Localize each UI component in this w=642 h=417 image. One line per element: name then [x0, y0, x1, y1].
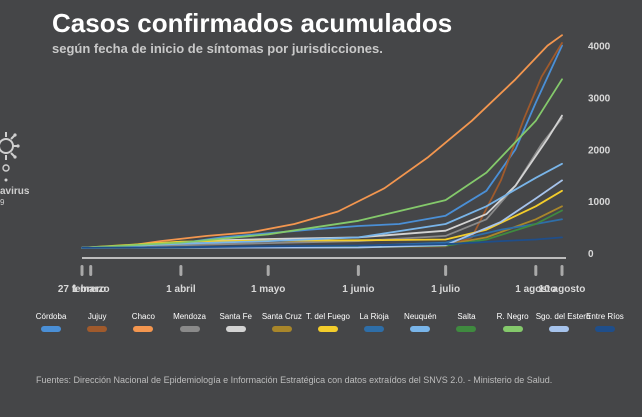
x-tick-label: 1 abril — [166, 284, 196, 295]
legend-label: Neuquén — [404, 312, 437, 321]
y-tick-label: 4000 — [588, 42, 611, 53]
legend-swatch — [133, 326, 154, 332]
series-line-mendoza — [81, 117, 563, 249]
legend-item: T. del Fuego — [305, 312, 351, 332]
legend-item: Córdoba — [28, 312, 74, 332]
legend-label: Mendoza — [173, 312, 206, 321]
y-tick-label: 2000 — [588, 145, 611, 156]
source-note: Fuentes: Dirección Nacional de Epidemiol… — [36, 375, 553, 385]
x-tick-label: 1 marzo — [72, 284, 110, 295]
legend-label: T. del Fuego — [305, 312, 350, 321]
series-line-neuqu-n — [81, 162, 563, 249]
legend-swatch — [548, 326, 569, 332]
legend-label: R. Negro — [496, 312, 529, 321]
legend-label: Santa Fe — [219, 312, 252, 321]
legend-label: Entre Ríos — [586, 312, 624, 321]
x-tick-mark — [356, 265, 360, 276]
y-tick-label: 1000 — [588, 197, 611, 208]
y-axis: 0 1000 2000 3000 4000 — [588, 42, 611, 260]
x-tick-mark — [266, 265, 270, 276]
legend-item: Entre Ríos — [582, 312, 628, 332]
legend-swatch — [41, 326, 62, 332]
legend-swatch — [364, 326, 385, 332]
y-tick-label: 0 — [588, 249, 594, 260]
coronavirus-icon — [0, 132, 20, 182]
coronavirus-logo-text: avirus — [0, 186, 30, 197]
legend-swatch — [594, 326, 615, 332]
series-line-c-rdoba — [81, 44, 563, 249]
legend-item: Sgo. del Estero — [535, 312, 591, 332]
x-tick-label: 10 agosto — [539, 284, 586, 295]
legend-item: Chaco — [120, 312, 166, 332]
series-line-r-negro — [81, 78, 563, 249]
legend: Córdoba Jujuy Chaco Mendoza Santa Fe Santa Cr… — [28, 312, 628, 336]
legend-swatch — [317, 326, 338, 332]
x-tick-mark — [179, 265, 183, 276]
legend-item: Mendoza — [166, 312, 212, 332]
legend-item: Neuquén — [397, 312, 443, 332]
series-layer — [81, 34, 563, 249]
legend-label: Córdoba — [35, 312, 67, 321]
legend-item: La Rioja — [351, 312, 397, 332]
legend-item: Salta — [443, 312, 489, 332]
legend-label: Sgo. del Estero — [535, 312, 591, 321]
legend-swatch — [502, 326, 523, 332]
series-line-jujuy — [81, 42, 563, 249]
x-tick-mark — [534, 265, 538, 276]
x-tick-mark — [89, 265, 93, 276]
legend-swatch — [271, 326, 292, 332]
legend-label: Salta — [457, 312, 476, 321]
legend-item: Santa Cruz — [259, 312, 305, 332]
legend-item: Jujuy — [74, 312, 120, 332]
x-tick-mark — [444, 265, 448, 276]
legend-swatch — [179, 326, 200, 332]
x-tick-mark — [80, 265, 84, 276]
legend-label: Chaco — [131, 312, 155, 321]
legend-label: Jujuy — [87, 312, 107, 321]
legend-label: La Rioja — [359, 312, 389, 321]
x-tick-label: 27 febrero — [58, 284, 106, 295]
x-tick-mark — [560, 265, 564, 276]
legend-swatch — [225, 326, 246, 332]
coronavirus-logo-subtext: 9 — [0, 198, 5, 207]
legend-label: Santa Cruz — [261, 312, 302, 321]
legend-item: Santa Fe — [213, 312, 259, 332]
legend-swatch — [456, 326, 477, 332]
chart-subtitle: según fecha de inicio de síntomas por ju… — [52, 41, 383, 56]
chart-title: Casos confirmados acumulados — [52, 8, 453, 38]
x-tick-label: 1 mayo — [251, 284, 285, 295]
y-tick-label: 3000 — [588, 93, 611, 104]
series-line-chaco — [81, 34, 563, 249]
series-line-entre-r-os — [81, 236, 563, 249]
x-tick-label: 1 agosto — [515, 284, 556, 295]
legend-swatch — [87, 326, 108, 332]
x-tick-label: 1 junio — [342, 284, 374, 295]
x-tick-label: 1 julio — [431, 284, 460, 295]
legend-swatch — [410, 326, 431, 332]
legend-item: R. Negro — [490, 312, 536, 332]
